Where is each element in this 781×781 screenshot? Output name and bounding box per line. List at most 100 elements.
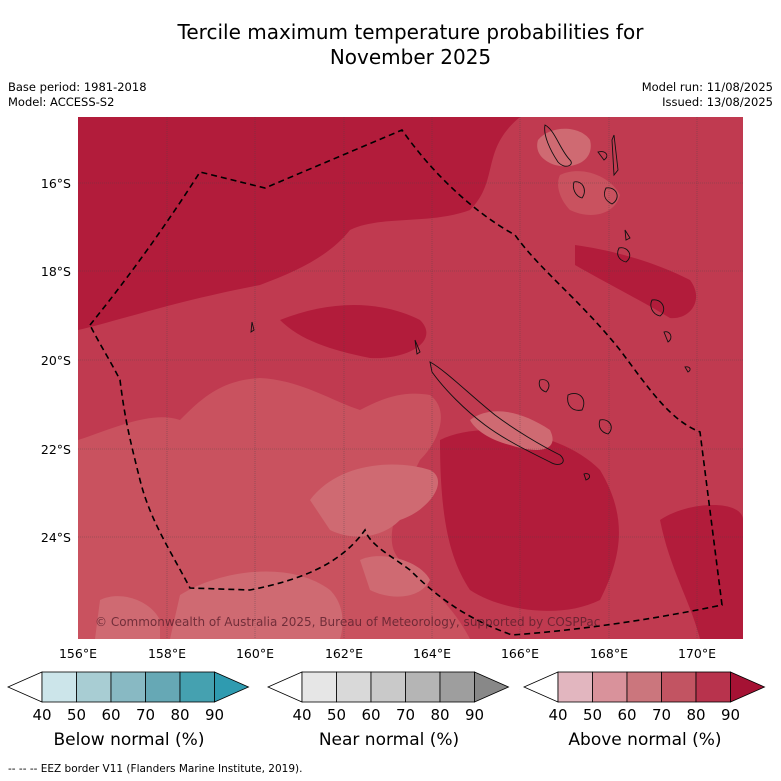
colorbar-segment — [336, 671, 372, 703]
colorbar-segment — [41, 671, 77, 703]
vanuatu-efate — [604, 187, 618, 205]
colorbar-tick-label: 80 — [430, 706, 449, 724]
small-island-a — [597, 151, 608, 161]
colorbar-0: 40 50 60 70 80 90 — [7, 671, 250, 724]
base-period: Base period: 1981-2018 — [8, 80, 147, 94]
chesterfield-reef — [250, 321, 255, 333]
probability-field — [78, 117, 743, 639]
colorbar-extend-low — [523, 671, 559, 703]
lon-label: 170°E — [678, 646, 716, 661]
small-island-b — [624, 229, 631, 241]
model-name: Model: ACCESS-S2 — [8, 95, 115, 109]
lon-label: 166°E — [501, 646, 539, 661]
issued-date: Issued: 13/08/2025 — [662, 95, 773, 109]
new-caledonia-coast — [429, 361, 564, 465]
colorbar-title-above: Above normal (%) — [568, 730, 722, 750]
lat-label: 16°S — [41, 176, 71, 191]
meta-right: Model run: 11/08/2025 Issued: 13/08/2025 — [642, 80, 773, 110]
zone-above-90-east — [575, 245, 697, 319]
bellona-reef — [414, 339, 421, 355]
colorbar-segment — [370, 671, 406, 703]
colorbar-tick-label: 90 — [465, 706, 484, 724]
colorbar-extend-low — [7, 671, 43, 703]
zone-above-60-d — [95, 596, 160, 639]
zone-above-60-island — [470, 411, 553, 450]
colorbar-tick-label: 50 — [327, 706, 346, 724]
vanuatu-aneityum — [663, 331, 672, 343]
colorbar-segment — [661, 671, 697, 703]
eez-legend: -- -- -- EEZ border V11 (Flanders Marine… — [8, 763, 303, 775]
vanuatu-pentecost — [611, 134, 619, 177]
colorbar-segment — [626, 671, 662, 703]
colorbar-segment — [439, 671, 475, 703]
coastlines — [250, 124, 691, 481]
colorbar-title-near: Near normal (%) — [318, 730, 460, 750]
colorbar-tick-label: 80 — [686, 706, 705, 724]
colorbar-segment — [592, 671, 628, 703]
colorbar-segment — [110, 671, 146, 703]
colorbar-segment — [557, 671, 593, 703]
zone-above-60-c — [360, 556, 430, 597]
colorbar-tick-label: 90 — [721, 706, 740, 724]
colorbar-extend-high — [730, 671, 766, 703]
lat-axis-labels: 16°S 18°S 20°S 22°S 24°S — [41, 176, 71, 545]
colorbar-tick-label: 70 — [396, 706, 415, 724]
lon-label: 160°E — [236, 646, 274, 661]
zone-above-90-south — [440, 430, 619, 611]
colorbar-segment — [145, 671, 181, 703]
model-run: Model run: 11/08/2025 — [641, 80, 773, 94]
colorbar-tick-label: 50 — [583, 706, 602, 724]
zone-above-60-a — [310, 464, 439, 537]
colorbar-tick-label: 40 — [32, 706, 51, 724]
colorbar-segment — [179, 671, 215, 703]
colorbar-tick-label: 50 — [67, 706, 86, 724]
lon-label: 162°E — [325, 646, 363, 661]
loyalty-island-2 — [567, 393, 585, 411]
loyalty-island-3 — [598, 419, 612, 435]
vanuatu-espiritu — [544, 124, 572, 167]
isle-of-pines — [583, 473, 591, 481]
lon-label: 168°E — [590, 646, 628, 661]
colorbar-extend-high — [474, 671, 510, 703]
colorbar-1: 40 50 60 70 80 90 — [267, 671, 510, 724]
zone-above-60-north — [537, 128, 591, 167]
vanuatu-erromango — [617, 247, 631, 263]
colorbar-2: 40 50 60 70 80 90 — [523, 671, 766, 724]
colorbar-tick-label: 40 — [292, 706, 311, 724]
lon-label: 156°E — [59, 646, 97, 661]
colorbar-tick-label: 60 — [361, 706, 380, 724]
colorbar-segment — [405, 671, 441, 703]
colorbar-segment — [695, 671, 731, 703]
copyright-text: © Commonwealth of Australia 2025, Bureau… — [95, 615, 600, 629]
colorbar-tick-label: 40 — [548, 706, 567, 724]
map-title: Tercile maximum temperature probabilitie… — [0, 20, 781, 70]
colorbar-extend-high — [214, 671, 250, 703]
lat-label: 18°S — [41, 264, 71, 279]
colorbar-segment — [76, 671, 112, 703]
colorbar-title-below: Below normal (%) — [53, 730, 205, 750]
colorbar-tick-label: 60 — [617, 706, 636, 724]
zone-above-90-mid — [280, 305, 427, 359]
colorbar-tick-label: 70 — [136, 706, 155, 724]
colorbar-extend-low — [267, 671, 303, 703]
loyalty-island-1 — [538, 379, 550, 393]
colorbar-tick-label: 80 — [170, 706, 189, 724]
colorbar-segment — [301, 671, 337, 703]
lon-axis-labels: 156°E 158°E 160°E 162°E 164°E 166°E 168°… — [59, 646, 716, 661]
lat-label: 22°S — [41, 442, 71, 457]
eez-border — [89, 129, 723, 636]
colorbar-tick-label: 70 — [652, 706, 671, 724]
lat-label: 24°S — [41, 530, 71, 545]
lon-label: 158°E — [148, 646, 186, 661]
meta-left: Base period: 1981-2018 Model: ACCESS-S2 — [8, 80, 147, 110]
colorbar-tick-label: 60 — [101, 706, 120, 724]
vanuatu-malekula — [572, 181, 585, 199]
small-island-c — [684, 366, 691, 373]
lon-label: 164°E — [413, 646, 451, 661]
title-line-2: November 2025 — [329, 45, 492, 69]
title-line-1: Tercile maximum temperature probabilitie… — [177, 20, 644, 44]
colorbars: 40 50 60 70 80 90 40 50 60 70 80 90 40 50 60 70 80 90 — [7, 671, 766, 724]
vanuatu-tanna — [650, 299, 665, 317]
lat-label: 20°S — [41, 353, 71, 368]
